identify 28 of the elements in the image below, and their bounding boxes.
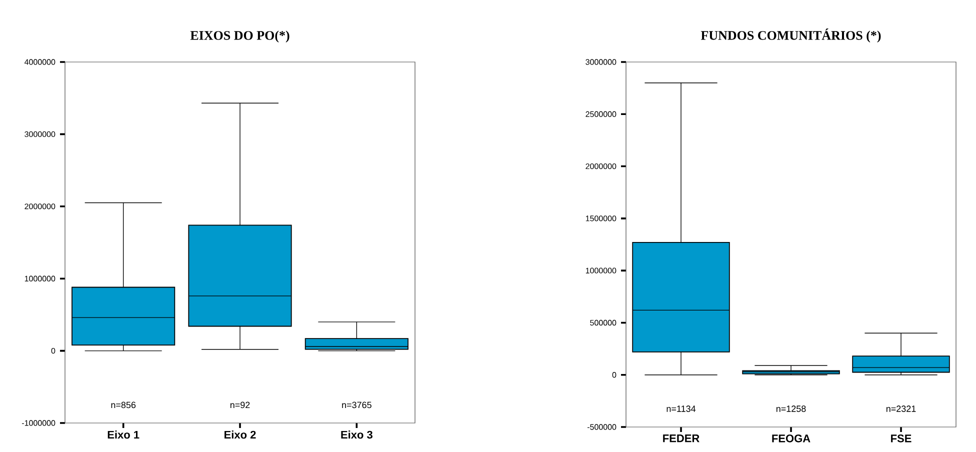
annotation: n=2321 bbox=[886, 406, 916, 412]
y-tick-label: 1500000 bbox=[586, 216, 616, 222]
y-tick-label: 500000 bbox=[590, 320, 616, 326]
y-tick-label: 4000000 bbox=[24, 59, 56, 65]
y-tick-label: -500000 bbox=[587, 424, 616, 430]
y-tick-label: 2000000 bbox=[586, 163, 616, 170]
annotation: n=856 bbox=[111, 402, 136, 408]
y-tick-label: 1000000 bbox=[24, 276, 56, 282]
chart-title: FUNDOS COMUNITÁRIOS (*) bbox=[700, 28, 881, 42]
y-tick-label: 2000000 bbox=[24, 204, 56, 210]
y-tick-label: 3000000 bbox=[24, 131, 56, 138]
x-tick-label: FEOGA bbox=[772, 434, 810, 442]
y-tick-label: -1000000 bbox=[22, 420, 56, 426]
y-tick-label: 0 bbox=[51, 348, 56, 354]
y-tick-label: 2500000 bbox=[586, 111, 616, 117]
y-tick-label: 1000000 bbox=[586, 268, 616, 274]
x-tick-label: FEDER bbox=[663, 434, 700, 442]
chart-title: EIXOS DO PO(*) bbox=[190, 30, 290, 42]
x-tick-label: FSE bbox=[891, 434, 912, 442]
annotation: n=3765 bbox=[342, 402, 372, 408]
y-tick-label: 3000000 bbox=[586, 59, 616, 65]
annotation: n=1134 bbox=[666, 406, 696, 412]
annotation: n=1258 bbox=[776, 406, 806, 412]
x-tick-label: Eixo 1 bbox=[108, 430, 140, 439]
annotation: n=92 bbox=[230, 402, 250, 408]
y-tick-label: 0 bbox=[612, 372, 616, 378]
x-tick-label: Eixo 3 bbox=[341, 430, 372, 439]
x-tick-label: Eixo 2 bbox=[224, 430, 256, 439]
